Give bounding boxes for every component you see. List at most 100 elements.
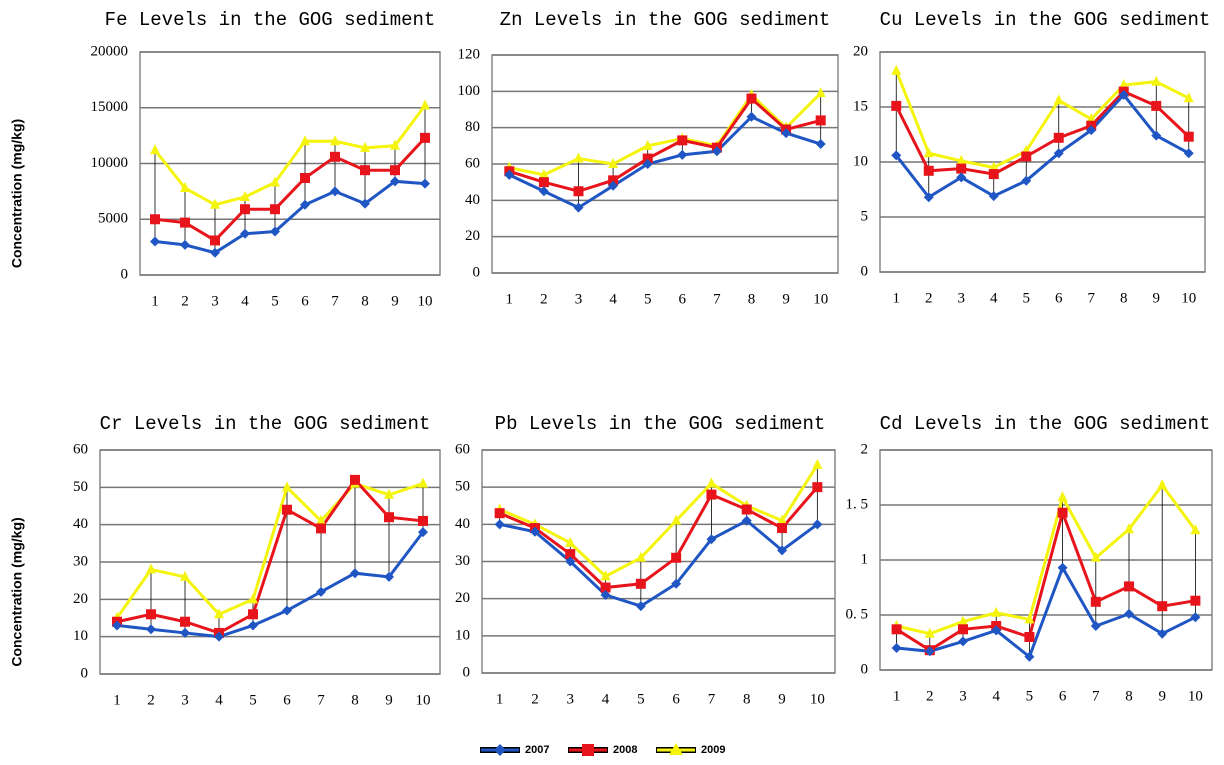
- x-tick-label: 8: [351, 692, 359, 708]
- x-tick-label: 7: [1088, 290, 1096, 306]
- legend-marker: [669, 743, 683, 755]
- legend-item: 2007: [480, 744, 549, 756]
- marker: [330, 135, 340, 146]
- x-tick-label: 3: [575, 291, 583, 307]
- legend-label: 2007: [525, 744, 549, 756]
- y-tick-label: 2: [861, 441, 869, 457]
- y-axis-label: Concentration (mg/kg): [9, 517, 25, 666]
- marker: [350, 474, 360, 485]
- marker: [210, 198, 220, 209]
- chart-title: Cu Levels in the GOG sediment: [880, 9, 1211, 31]
- marker: [741, 515, 752, 526]
- x-tick-label: 10: [1181, 290, 1196, 306]
- marker: [1190, 612, 1201, 623]
- y-tick-label: 40: [465, 192, 480, 208]
- marker: [384, 571, 394, 582]
- series-line: [508, 114, 822, 210]
- marker: [240, 204, 250, 215]
- marker: [923, 147, 934, 158]
- marker: [956, 163, 967, 174]
- legend-item: 2009: [656, 743, 725, 756]
- marker: [958, 636, 968, 647]
- marker: [565, 536, 576, 547]
- marker: [777, 545, 788, 556]
- marker: [494, 519, 505, 530]
- marker: [600, 570, 611, 581]
- marker: [1118, 79, 1129, 89]
- marker: [418, 527, 428, 538]
- marker: [270, 226, 280, 237]
- marker: [600, 582, 611, 593]
- marker: [390, 139, 400, 150]
- y-tick-label: 50: [455, 479, 470, 495]
- chart-panel: Cr Levels in the GOG sediment Concentrati…: [9, 413, 441, 708]
- series-line: [116, 477, 424, 635]
- x-tick-label: 6: [301, 293, 309, 309]
- marker: [1183, 148, 1194, 159]
- x-tick-label: 2: [926, 688, 934, 704]
- marker: [180, 182, 190, 193]
- marker: [1183, 131, 1194, 142]
- marker: [1086, 125, 1097, 136]
- marker: [360, 198, 370, 209]
- chart-title: Zn Levels in the GOG sediment: [500, 9, 831, 31]
- x-tick-label: 9: [1153, 290, 1161, 306]
- marker: [180, 627, 190, 638]
- x-tick-label: 9: [391, 293, 399, 309]
- marker: [300, 199, 310, 210]
- marker: [958, 624, 968, 635]
- marker: [150, 144, 160, 155]
- marker: [812, 482, 823, 493]
- legend-label: 2008: [613, 744, 637, 756]
- marker: [812, 458, 823, 469]
- marker: [1021, 175, 1032, 186]
- marker: [538, 168, 549, 179]
- marker: [538, 186, 549, 197]
- marker: [815, 115, 826, 126]
- x-tick-label: 7: [708, 691, 716, 707]
- x-tick-label: 10: [813, 291, 828, 307]
- marker: [330, 151, 340, 162]
- marker: [642, 159, 653, 169]
- chart-panel: Fe Levels in the GOG sediment Concentrati…: [9, 9, 441, 309]
- marker: [565, 549, 576, 560]
- marker: [420, 99, 430, 110]
- y-tick-label: 10: [853, 153, 868, 169]
- marker: [671, 514, 682, 525]
- x-tick-label: 6: [283, 692, 291, 708]
- marker: [1090, 621, 1101, 631]
- marker: [214, 608, 224, 619]
- marker: [812, 519, 823, 530]
- marker: [924, 646, 935, 657]
- chart-panel: Cu Levels in the GOG sediment 0 5 10 15 20 1 2 3…: [853, 9, 1210, 306]
- x-tick-label: 5: [1023, 290, 1031, 306]
- marker: [1024, 613, 1035, 624]
- marker: [300, 172, 310, 183]
- chart-panel: Cd Levels in the GOG sediment 0 0. 5 1 1. 5 2…: [846, 413, 1213, 704]
- chart-title: Fe Levels in the GOG sediment: [105, 9, 436, 31]
- y-tick-label: 15000: [91, 99, 129, 115]
- y-tick-label: 60: [455, 441, 470, 457]
- marker: [1057, 562, 1068, 573]
- series-line: [499, 518, 819, 608]
- legend-marker: [582, 744, 594, 756]
- series-line: [896, 482, 1197, 636]
- x-tick-label: 2: [181, 293, 189, 309]
- marker: [573, 202, 584, 213]
- marker: [180, 616, 190, 627]
- marker: [180, 217, 190, 228]
- marker: [746, 111, 757, 122]
- marker: [1086, 113, 1097, 124]
- series-line: [499, 486, 819, 590]
- marker: [1090, 596, 1101, 607]
- x-tick-label: 1: [151, 293, 159, 309]
- y-tick-label: 30: [455, 553, 470, 569]
- x-tick-label: 4: [602, 691, 610, 707]
- x-tick-label: 6: [1059, 688, 1067, 704]
- marker: [330, 186, 340, 197]
- y-tick-label: 20: [465, 228, 480, 244]
- x-tick-label: 10: [416, 692, 431, 708]
- marker: [1024, 632, 1035, 642]
- x-tick-label: 3: [181, 692, 189, 708]
- marker: [1057, 491, 1068, 502]
